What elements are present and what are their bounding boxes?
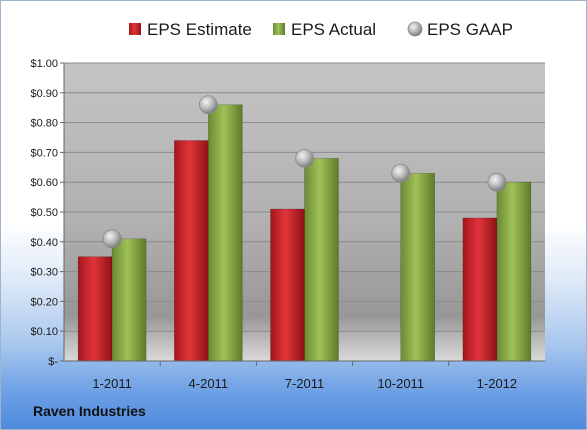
x-tick-label: 1-2011 — [92, 376, 132, 391]
y-tick-label: $- — [48, 356, 58, 368]
legend-label-eps-gaap: EPS GAAP — [427, 20, 513, 39]
marker-eps-gaap — [295, 148, 314, 168]
bar-eps-estimate — [174, 140, 209, 362]
bar-eps-estimate — [270, 208, 305, 362]
legend-swatch-eps-estimate — [129, 23, 141, 35]
x-tick-label: 4-2011 — [189, 376, 229, 391]
legend-label-eps-actual: EPS Actual — [291, 20, 376, 39]
y-axis: $- $0.10 $0.20 $0.30 $0.40 $0.50 $0.60 $0.70 $0.… — [30, 58, 65, 368]
legend: EPS Estimate EPS Actual EPS GAAP — [129, 20, 513, 39]
company-name: Raven Industries — [33, 403, 146, 419]
x-tick-label: 10-2011 — [377, 376, 424, 391]
marker-eps-gaap — [198, 95, 218, 115]
legend-swatch-eps-actual — [273, 23, 285, 35]
marker-eps-gaap — [391, 163, 411, 183]
y-tick-label: $0.70 — [30, 147, 58, 159]
x-tick-label: 7-2011 — [285, 376, 325, 391]
bar-eps-estimate — [77, 256, 113, 362]
bar-eps-actual — [111, 238, 147, 362]
bar-eps-actual — [304, 158, 339, 362]
x-tick-label: 1-2012 — [477, 376, 517, 391]
y-tick-label: $0.10 — [30, 326, 58, 338]
y-tick-label: $0.40 — [30, 237, 58, 249]
legend-swatch-eps-gaap — [407, 21, 423, 37]
bar-eps-actual — [496, 181, 532, 362]
bar-eps-actual — [400, 172, 436, 362]
y-tick-label: $0.50 — [30, 207, 58, 219]
y-tick-label: $0.80 — [30, 118, 58, 130]
y-tick-label: $1.00 — [30, 58, 58, 70]
y-tick-label: $0.30 — [30, 267, 58, 279]
marker-eps-gaap — [487, 172, 507, 192]
gaap-markers — [102, 95, 507, 249]
bar-eps-actual — [208, 104, 243, 362]
legend-label-eps-estimate: EPS Estimate — [147, 20, 252, 39]
x-axis: 1-2011 4-2011 7-2011 10-2011 1-2012 — [64, 360, 545, 391]
bars — [77, 104, 532, 362]
bar-eps-estimate — [462, 217, 498, 362]
y-tick-label: $0.60 — [30, 177, 58, 189]
y-tick-label: $0.20 — [30, 296, 58, 308]
marker-eps-gaap — [102, 229, 122, 249]
y-tick-label: $0.90 — [30, 88, 58, 100]
